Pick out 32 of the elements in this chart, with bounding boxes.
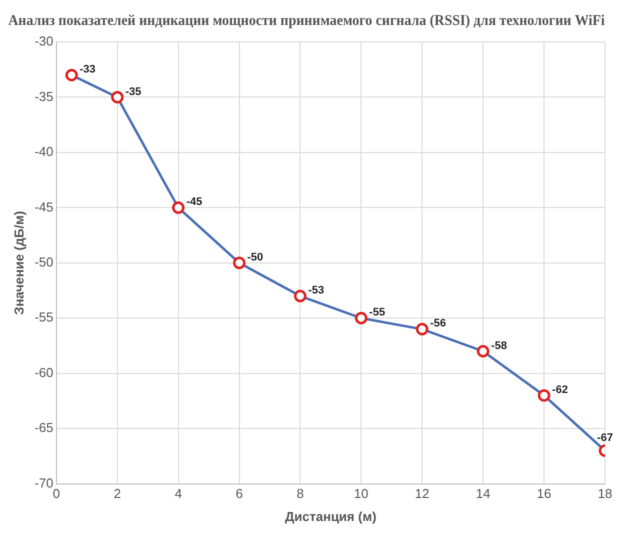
data-label: -56 bbox=[430, 318, 446, 330]
data-label: -35 bbox=[125, 86, 142, 98]
data-label: -53 bbox=[308, 284, 324, 297]
x-tick-label: 18 bbox=[598, 486, 612, 502]
x-tick-label: 2 bbox=[114, 486, 121, 502]
y-axis-title: Значение (дБ/м) bbox=[11, 210, 26, 315]
data-label: -45 bbox=[186, 196, 202, 208]
y-tick-label: -35 bbox=[34, 88, 54, 104]
y-tick-label: -30 bbox=[34, 34, 54, 49]
x-tick-label: 8 bbox=[296, 486, 304, 502]
x-tick-label: 12 bbox=[414, 486, 430, 502]
data-label: -33 bbox=[80, 64, 96, 76]
x-tick-label: 0 bbox=[52, 486, 60, 502]
data-label: -58 bbox=[491, 340, 507, 352]
data-label: -67 bbox=[597, 432, 613, 444]
x-tick-label: 10 bbox=[354, 486, 368, 502]
x-tick-label: 4 bbox=[174, 486, 182, 502]
y-tick-label: -45 bbox=[34, 199, 54, 214]
y-tick-label: -55 bbox=[34, 310, 54, 325]
y-tick-label: -65 bbox=[34, 420, 54, 436]
y-tick-label: -60 bbox=[34, 364, 54, 380]
x-tick-label: 6 bbox=[236, 486, 243, 502]
x-tick-label: 16 bbox=[536, 486, 552, 502]
chart-title: Анализ показателей индикации мощности принимаемого сигнала (RSSI) для технологии WiFi bbox=[8, 12, 605, 30]
y-tick-label: -40 bbox=[34, 144, 54, 160]
x-axis-title: Дистанция (м) bbox=[285, 508, 376, 524]
y-tick-label: -70 bbox=[34, 475, 54, 490]
y-tick-label: -50 bbox=[34, 254, 54, 270]
x-tick-label: 14 bbox=[476, 486, 490, 502]
data-label: -62 bbox=[552, 384, 568, 396]
data-label: -50 bbox=[247, 251, 264, 264]
data-label: -55 bbox=[369, 306, 386, 319]
